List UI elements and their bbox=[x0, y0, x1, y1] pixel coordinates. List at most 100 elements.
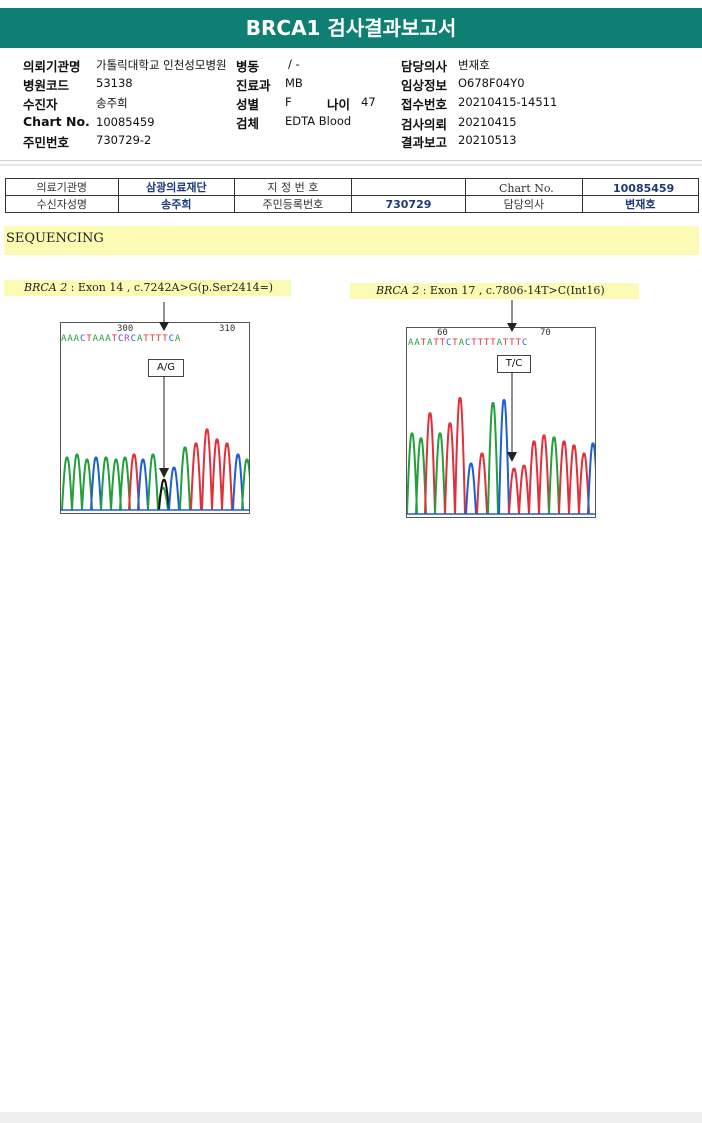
chrom2-call-box: T/C bbox=[497, 355, 531, 373]
chrom2-arrows bbox=[507, 300, 517, 462]
base-letter: A bbox=[92, 334, 99, 344]
base-letter: T bbox=[149, 334, 156, 344]
trace-peak bbox=[179, 446, 191, 511]
sex-label: 성별 bbox=[236, 97, 260, 112]
result-value: 20210513 bbox=[458, 133, 517, 147]
table-cell: 의료기관명 bbox=[5, 178, 119, 196]
variant2-gene: BRCA 2 bbox=[376, 284, 420, 297]
trace-peak bbox=[578, 452, 590, 515]
base-letter: T bbox=[162, 334, 169, 344]
chromatogram-2-svg bbox=[407, 397, 595, 515]
trace-peak bbox=[71, 453, 83, 511]
institution-label: 의뢰기관명 bbox=[23, 59, 81, 74]
id-value: 730729-2 bbox=[96, 133, 152, 147]
chrom2-pos-left: 60 bbox=[437, 328, 448, 338]
trace-peak bbox=[407, 432, 418, 515]
chrom2-base-calls: AATATTCTACTTTTATTTC bbox=[408, 338, 528, 348]
clinical-info-value: O678F04Y0 bbox=[458, 76, 525, 90]
table-cell: 수신자성명 bbox=[5, 195, 119, 213]
specimen-label: 검체 bbox=[236, 116, 260, 131]
department-value: MB bbox=[285, 76, 303, 90]
variant2-desc: : Exon 17 , c.7806-14T>C(Int16) bbox=[419, 284, 605, 297]
trace-peak bbox=[110, 458, 122, 511]
chrom2-pos-right: 70 bbox=[540, 328, 551, 338]
base-letter: C bbox=[117, 334, 125, 344]
age-value: 47 bbox=[361, 95, 376, 109]
base-letter: T bbox=[477, 338, 484, 348]
base-letter: A bbox=[458, 338, 465, 348]
table-cell: 지 정 번 호 bbox=[234, 178, 352, 196]
base-letter: T bbox=[155, 334, 163, 344]
clinical-info-label: 임상정보 bbox=[401, 78, 448, 93]
base-letter: T bbox=[143, 334, 150, 344]
trace-peak bbox=[137, 458, 149, 511]
chart-label: Chart No. bbox=[23, 114, 90, 129]
chrom1-base-calls: AAACTAAATCRCATTTTCA bbox=[61, 334, 181, 344]
table-cell bbox=[465, 178, 583, 196]
arrow-down-icon bbox=[159, 322, 169, 331]
base-letter: A bbox=[73, 334, 80, 344]
base-letter: T bbox=[509, 338, 516, 348]
trace-peak bbox=[128, 453, 140, 511]
request-label: 검사의뢰 bbox=[401, 117, 448, 132]
variant1-highlight bbox=[4, 280, 291, 296]
department-label: 진료과 bbox=[236, 78, 271, 93]
trace-peak bbox=[211, 438, 223, 511]
ward-label: 병동 bbox=[236, 59, 260, 74]
base-letter: A bbox=[61, 334, 68, 344]
ward-value: / - bbox=[288, 57, 300, 71]
base-letter: T bbox=[502, 338, 510, 348]
base-letter: A bbox=[414, 338, 421, 348]
trace-peak bbox=[415, 437, 427, 515]
base-letter: C bbox=[521, 338, 529, 348]
base-letter: T bbox=[471, 338, 478, 348]
table-row: 수신자성명 송주희 주민등록번호 730729 담당의사 변재호 bbox=[5, 195, 700, 213]
chrom1-pos-right: 310 bbox=[219, 324, 236, 334]
variant1-label: BRCA 2 : Exon 14 , c.7242A>G(p.Ser2414=) bbox=[24, 281, 273, 294]
table-cell: 730729 bbox=[350, 195, 467, 213]
base-letter: A bbox=[408, 338, 415, 348]
arrow-down-icon bbox=[159, 468, 169, 478]
base-letter: A bbox=[67, 334, 74, 344]
variant1-gene: BRCA 2 bbox=[24, 281, 68, 294]
chrom1-pos-left: 300 bbox=[117, 324, 134, 334]
table-cell: 주민등록번호 bbox=[234, 195, 352, 213]
base-letter: C bbox=[79, 334, 87, 344]
result-label: 결과보고 bbox=[401, 135, 448, 150]
trace-peak bbox=[61, 456, 73, 511]
trace-peak bbox=[100, 456, 112, 511]
sequencing-band bbox=[4, 226, 699, 255]
id-label: 주민번호 bbox=[23, 135, 70, 150]
trace-peak bbox=[158, 478, 170, 511]
hospital-code-label: 병원코드 bbox=[23, 78, 70, 93]
variant2-label: BRCA 2 : Exon 17 , c.7806-14T>C(Int16) bbox=[376, 284, 605, 297]
trace-peak bbox=[528, 440, 540, 515]
specimen-value: EDTA Blood bbox=[285, 114, 352, 128]
base-letter: A bbox=[136, 334, 144, 344]
arrow-down-icon bbox=[507, 452, 517, 462]
base-letter: C bbox=[464, 338, 472, 348]
trace-peak bbox=[90, 456, 102, 511]
trace-peak bbox=[232, 453, 244, 511]
trace-peak bbox=[201, 428, 213, 511]
base-letter: A bbox=[174, 334, 182, 344]
base-letter: R bbox=[124, 334, 131, 344]
trace-peak bbox=[444, 422, 456, 515]
table-chart-value: 10085459 bbox=[613, 182, 675, 195]
trace-peak bbox=[587, 442, 595, 515]
base-letter: A bbox=[105, 334, 112, 344]
base-letter: T bbox=[490, 338, 497, 348]
trace-peak bbox=[147, 453, 159, 511]
base-letter: T bbox=[452, 338, 459, 348]
table-cell: 송주희 bbox=[117, 195, 236, 213]
chart-value: 10085459 bbox=[96, 115, 155, 129]
doctor-label: 담당의사 bbox=[401, 59, 448, 74]
header-divider bbox=[0, 160, 702, 161]
sequencing-title: SEQUENCING bbox=[6, 231, 104, 246]
patient-table: 의료기관명 삼광의료재단 지 정 번 호 수신자성명 송주희 주민등록번호 73… bbox=[5, 178, 700, 213]
chromatogram-1-svg bbox=[61, 428, 249, 511]
doctor-value: 변재호 bbox=[458, 58, 490, 72]
trace-peak bbox=[487, 402, 499, 515]
table-row: 의료기관명 삼광의료재단 지 정 번 호 bbox=[5, 178, 700, 196]
trace-peak bbox=[119, 456, 131, 511]
